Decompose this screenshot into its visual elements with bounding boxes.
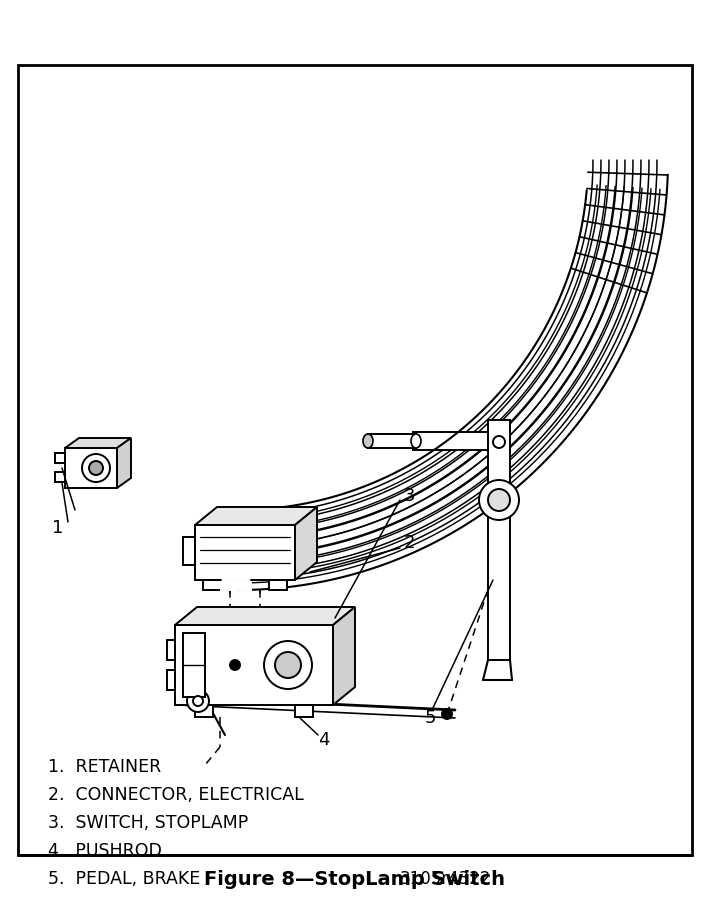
Bar bbox=[413, 432, 488, 450]
Bar bbox=[175, 625, 333, 705]
Bar bbox=[65, 448, 117, 488]
Ellipse shape bbox=[363, 434, 373, 448]
Text: 1.  RETAINER: 1. RETAINER bbox=[48, 758, 161, 776]
Text: 4.  PUSHROD: 4. PUSHROD bbox=[48, 842, 162, 860]
Bar bbox=[167, 640, 175, 660]
Bar bbox=[221, 580, 251, 590]
Text: 4: 4 bbox=[318, 731, 329, 749]
Circle shape bbox=[264, 641, 312, 689]
Bar bbox=[183, 633, 205, 697]
Bar bbox=[55, 472, 65, 482]
Polygon shape bbox=[238, 172, 667, 590]
Circle shape bbox=[442, 709, 452, 719]
Polygon shape bbox=[117, 438, 131, 488]
Ellipse shape bbox=[411, 434, 421, 448]
Bar bbox=[18, 65, 692, 855]
Text: 5: 5 bbox=[425, 709, 437, 727]
Bar bbox=[195, 705, 213, 717]
Bar bbox=[488, 420, 510, 660]
Bar bbox=[269, 580, 287, 590]
Circle shape bbox=[89, 461, 103, 475]
Circle shape bbox=[488, 489, 510, 511]
Bar bbox=[167, 670, 175, 690]
Text: Figure 8—StopLamp Switch: Figure 8—StopLamp Switch bbox=[204, 870, 506, 889]
Polygon shape bbox=[295, 507, 317, 580]
Text: 5.  PEDAL, BRAKE: 5. PEDAL, BRAKE bbox=[48, 870, 200, 888]
Text: 2: 2 bbox=[404, 534, 415, 552]
Circle shape bbox=[230, 660, 240, 670]
Bar bbox=[55, 453, 65, 463]
Circle shape bbox=[193, 696, 203, 706]
Text: 2.  CONNECTOR, ELECTRICAL: 2. CONNECTOR, ELECTRICAL bbox=[48, 786, 304, 804]
Bar bbox=[295, 705, 313, 717]
Circle shape bbox=[187, 690, 209, 712]
Bar bbox=[195, 525, 295, 580]
Circle shape bbox=[479, 480, 519, 520]
Bar bbox=[183, 537, 195, 565]
Polygon shape bbox=[175, 607, 355, 625]
Bar bbox=[203, 580, 221, 590]
Text: 3105r4322: 3105r4322 bbox=[400, 870, 491, 888]
Polygon shape bbox=[333, 607, 355, 705]
Text: 3: 3 bbox=[404, 487, 415, 505]
Bar bbox=[368, 434, 416, 448]
Text: 3.  SWITCH, STOPLAMP: 3. SWITCH, STOPLAMP bbox=[48, 814, 248, 832]
Circle shape bbox=[275, 652, 301, 678]
Text: 1: 1 bbox=[52, 519, 63, 537]
Circle shape bbox=[82, 454, 110, 482]
Polygon shape bbox=[65, 438, 131, 448]
Polygon shape bbox=[195, 507, 317, 525]
Circle shape bbox=[493, 436, 505, 448]
